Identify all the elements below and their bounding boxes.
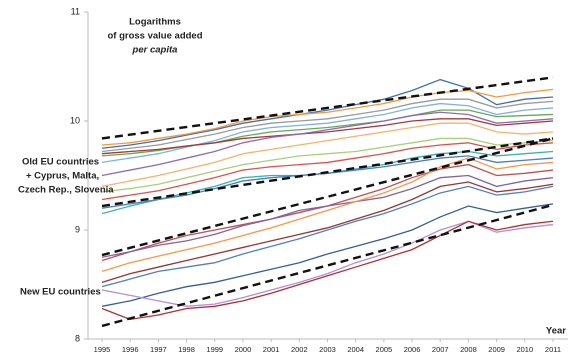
- x-tick-label: 1999: [206, 345, 223, 354]
- x-tick-label: 2006: [404, 345, 421, 354]
- x-tick-label: 1996: [122, 345, 139, 354]
- x-tick-label: 2003: [319, 345, 336, 354]
- trend-line: [101, 203, 554, 328]
- series-line: [101, 78, 554, 149]
- x-tick-label: 2004: [347, 345, 364, 354]
- x-tick-label: 2010: [516, 345, 533, 354]
- x-tick-label: 2011: [545, 345, 561, 354]
- series-line: [101, 174, 554, 258]
- trend-line: [101, 137, 554, 208]
- x-tick-label: 1995: [94, 345, 111, 354]
- series-line: [101, 88, 554, 146]
- series-line: [101, 185, 554, 288]
- series-line: [101, 142, 554, 201]
- x-tick-label: 2009: [488, 345, 505, 354]
- series-line: [101, 118, 554, 155]
- annotation: + Cyprus, Malta,: [26, 171, 99, 182]
- plot-area: [84, 11, 568, 342]
- series-line: [101, 220, 554, 307]
- x-tick-label: 2008: [460, 345, 477, 354]
- y-tick-label: 11: [71, 6, 80, 16]
- series-line: [101, 157, 554, 273]
- series-line: [101, 181, 554, 283]
- annotation: Czech Rep., Slovenia: [18, 185, 114, 196]
- annotation: per capita: [132, 45, 178, 56]
- series-line: [101, 111, 554, 177]
- series-line: [101, 109, 554, 157]
- x-tick-label: 2007: [432, 345, 449, 354]
- series-line: [101, 203, 554, 307]
- series-line: [101, 98, 554, 153]
- x-tick-label: 1997: [150, 345, 167, 354]
- series-line: [101, 220, 554, 321]
- y-tick-label: 10: [70, 115, 80, 125]
- x-tick-label: 2002: [291, 345, 308, 354]
- series-line: [101, 102, 554, 164]
- x-tick-label: 1998: [178, 345, 195, 354]
- x-tick-label: 2005: [376, 345, 393, 354]
- x-tick-label: 2001: [263, 345, 280, 354]
- annotation: Old EU countries: [22, 157, 99, 168]
- annotation: New EU countries: [20, 287, 101, 298]
- annotation: Logarithms: [129, 17, 181, 28]
- x-axis-label: Year: [546, 326, 566, 337]
- trend-line: [101, 76, 554, 140]
- annotation: of gross value added: [107, 31, 202, 42]
- series-line: [101, 122, 554, 188]
- series-line: [101, 163, 554, 262]
- x-tick-label: 2000: [235, 345, 252, 354]
- y-tick-label: 9: [75, 224, 80, 234]
- series-line: [101, 137, 554, 193]
- y-tick-label: 8: [75, 333, 80, 343]
